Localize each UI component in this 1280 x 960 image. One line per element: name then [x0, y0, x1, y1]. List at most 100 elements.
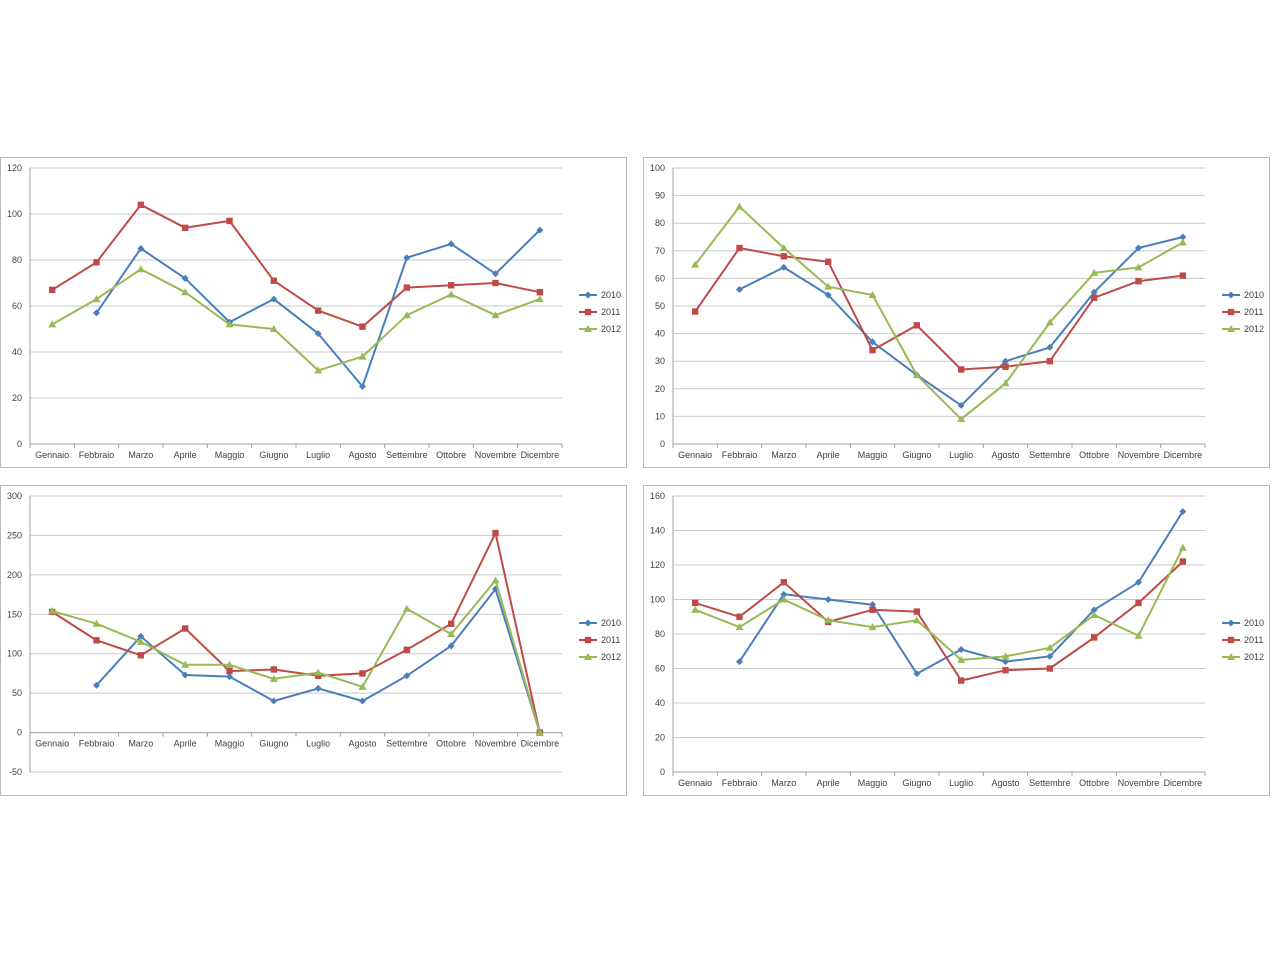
- data-point: [913, 322, 921, 329]
- y-tick-label: 40: [655, 698, 665, 708]
- data-point: [447, 630, 456, 637]
- data-point: [1179, 558, 1187, 565]
- data-point: [1134, 631, 1143, 639]
- data-point: [314, 330, 322, 338]
- data-point: [735, 623, 744, 631]
- data-point: [912, 616, 921, 624]
- data-point: [1135, 578, 1142, 586]
- series-line-2012: [694, 547, 1184, 661]
- series-2012: [48, 576, 544, 736]
- x-tick-label: Dicembre: [1164, 450, 1203, 460]
- legend-label: 2010: [601, 290, 621, 300]
- data-point: [1046, 665, 1054, 672]
- data-point: [691, 260, 700, 268]
- data-point: [869, 606, 876, 614]
- data-point: [691, 605, 700, 613]
- data-point: [181, 660, 190, 668]
- y-tick-label: 120: [7, 163, 22, 173]
- legend-entry-2011: 2011: [1222, 635, 1263, 645]
- data-point: [1002, 357, 1009, 365]
- data-point: [735, 202, 744, 210]
- legend-entry-2010: 2010: [1222, 290, 1264, 300]
- y-tick-label: 50: [12, 688, 22, 698]
- data-point: [535, 295, 544, 303]
- x-tick-label: Luglio: [949, 778, 973, 788]
- y-tick-label: 90: [655, 191, 665, 201]
- legend-entry-2012: 2012: [1222, 324, 1264, 334]
- x-tick-label: Maggio: [215, 450, 245, 460]
- y-tick-label: 70: [655, 246, 665, 256]
- line-chart-1: 0 10 20 30 40 50 60 70 80 90 100 Gennaio Febbraio Mar…: [650, 163, 1264, 460]
- data-point: [181, 224, 189, 231]
- x-tick-label: Settembre: [386, 450, 428, 460]
- legend-marker: [1227, 325, 1235, 332]
- x-tick-label: Ottobre: [1079, 778, 1109, 788]
- x-tick-label: Gennaio: [35, 739, 69, 749]
- data-point: [181, 288, 190, 296]
- x-tick-label: Gennaio: [35, 450, 69, 460]
- legend-marker: [584, 636, 592, 644]
- series-line-2010: [739, 236, 1184, 407]
- data-point: [1046, 343, 1054, 351]
- series-line-2011: [694, 560, 1184, 682]
- x-tick-label: Dicembre: [1164, 778, 1203, 788]
- x-tick-label: Novembre: [1118, 778, 1160, 788]
- x-tick-label: Luglio: [306, 739, 330, 749]
- data-point: [536, 289, 544, 296]
- legend-label: 2011: [1244, 635, 1263, 645]
- x-tick-label: Novembre: [475, 739, 517, 749]
- legend-marker: [584, 308, 592, 316]
- data-point: [1090, 606, 1098, 614]
- y-tick-label: 0: [17, 439, 22, 449]
- y-tick-label: 0: [660, 439, 665, 449]
- x-tick-label: Novembre: [1118, 450, 1160, 460]
- data-point: [226, 667, 233, 675]
- data-point: [1045, 643, 1054, 651]
- data-point: [358, 352, 367, 360]
- legend-marker: [1227, 636, 1235, 644]
- data-point: [492, 529, 499, 537]
- data-point: [913, 608, 921, 615]
- legend-label: 2011: [601, 635, 620, 645]
- x-tick-label: Marzo: [771, 450, 796, 460]
- chart-panel-bottom-right: 0 20 40 60 80 100 120 140 160 Gennaio Febbraio Marz…: [643, 485, 1270, 796]
- data-point: [402, 311, 411, 319]
- y-tick-label: -50: [9, 767, 22, 777]
- data-point: [1002, 658, 1009, 666]
- data-point: [137, 652, 145, 659]
- legend-label: 2012: [601, 324, 621, 334]
- legend-label: 2011: [1244, 307, 1263, 317]
- x-tick-label: Settembre: [1029, 450, 1071, 460]
- data-point: [1001, 379, 1010, 387]
- legend-marker: [1227, 653, 1235, 660]
- legend-entry-2012: 2012: [579, 652, 621, 662]
- y-tick-label: 250: [7, 530, 22, 540]
- data-point: [824, 596, 832, 603]
- data-point: [226, 217, 233, 225]
- x-tick-label: Novembre: [475, 450, 517, 460]
- data-point: [1002, 667, 1009, 674]
- legend-entry-2010: 2010: [1222, 618, 1264, 628]
- data-point: [1046, 358, 1054, 365]
- series-line-2011: [51, 203, 541, 328]
- data-point: [447, 282, 455, 289]
- data-point: [1090, 268, 1099, 276]
- x-tick-label: Ottobre: [1079, 450, 1109, 460]
- data-point: [137, 245, 145, 252]
- data-point: [93, 681, 100, 689]
- data-point: [957, 401, 965, 409]
- data-point: [1178, 238, 1187, 246]
- x-tick-label: Febbraio: [722, 450, 758, 460]
- y-tick-label: 60: [12, 301, 22, 311]
- data-point: [136, 265, 145, 273]
- x-tick-label: Maggio: [215, 739, 245, 749]
- x-tick-label: Gennaio: [678, 778, 712, 788]
- line-chart-0: 0 20 40 60 80 100 120 Gennaio Febbraio Marzo April…: [7, 163, 621, 460]
- x-tick-label: Maggio: [858, 778, 888, 788]
- x-tick-label: Agosto: [348, 450, 376, 460]
- data-point: [314, 366, 323, 374]
- data-point: [402, 604, 411, 612]
- y-tick-label: 30: [655, 356, 665, 366]
- x-tick-label: Dicembre: [521, 739, 560, 749]
- data-point: [314, 307, 322, 314]
